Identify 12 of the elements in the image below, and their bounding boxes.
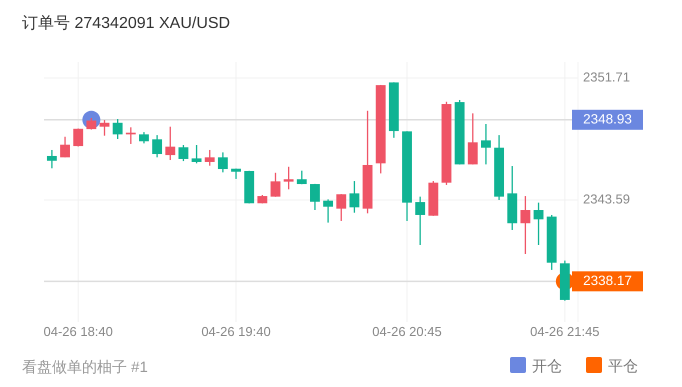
y-tick-label: 2343.59 xyxy=(583,191,630,206)
x-tick-label: 04-26 19:40 xyxy=(201,324,271,339)
ref-line-label: 2348.93 xyxy=(583,111,632,126)
chart-title: 订单号 274342091 XAU/USD xyxy=(22,14,230,32)
y-tick-label: 2351.71 xyxy=(583,70,630,84)
ref-line-label: 2338.17 xyxy=(583,272,632,288)
x-tick-label: 04-26 21:45 xyxy=(530,324,600,339)
x-tick-label: 04-26 20:45 xyxy=(372,324,442,339)
legend-label: 开仓 xyxy=(532,358,562,375)
text: 看盘做单的柚子 #1 xyxy=(22,359,148,376)
legend-label: 平仓 xyxy=(608,358,638,375)
x-tick-label: 04-26 18:40 xyxy=(43,324,113,339)
